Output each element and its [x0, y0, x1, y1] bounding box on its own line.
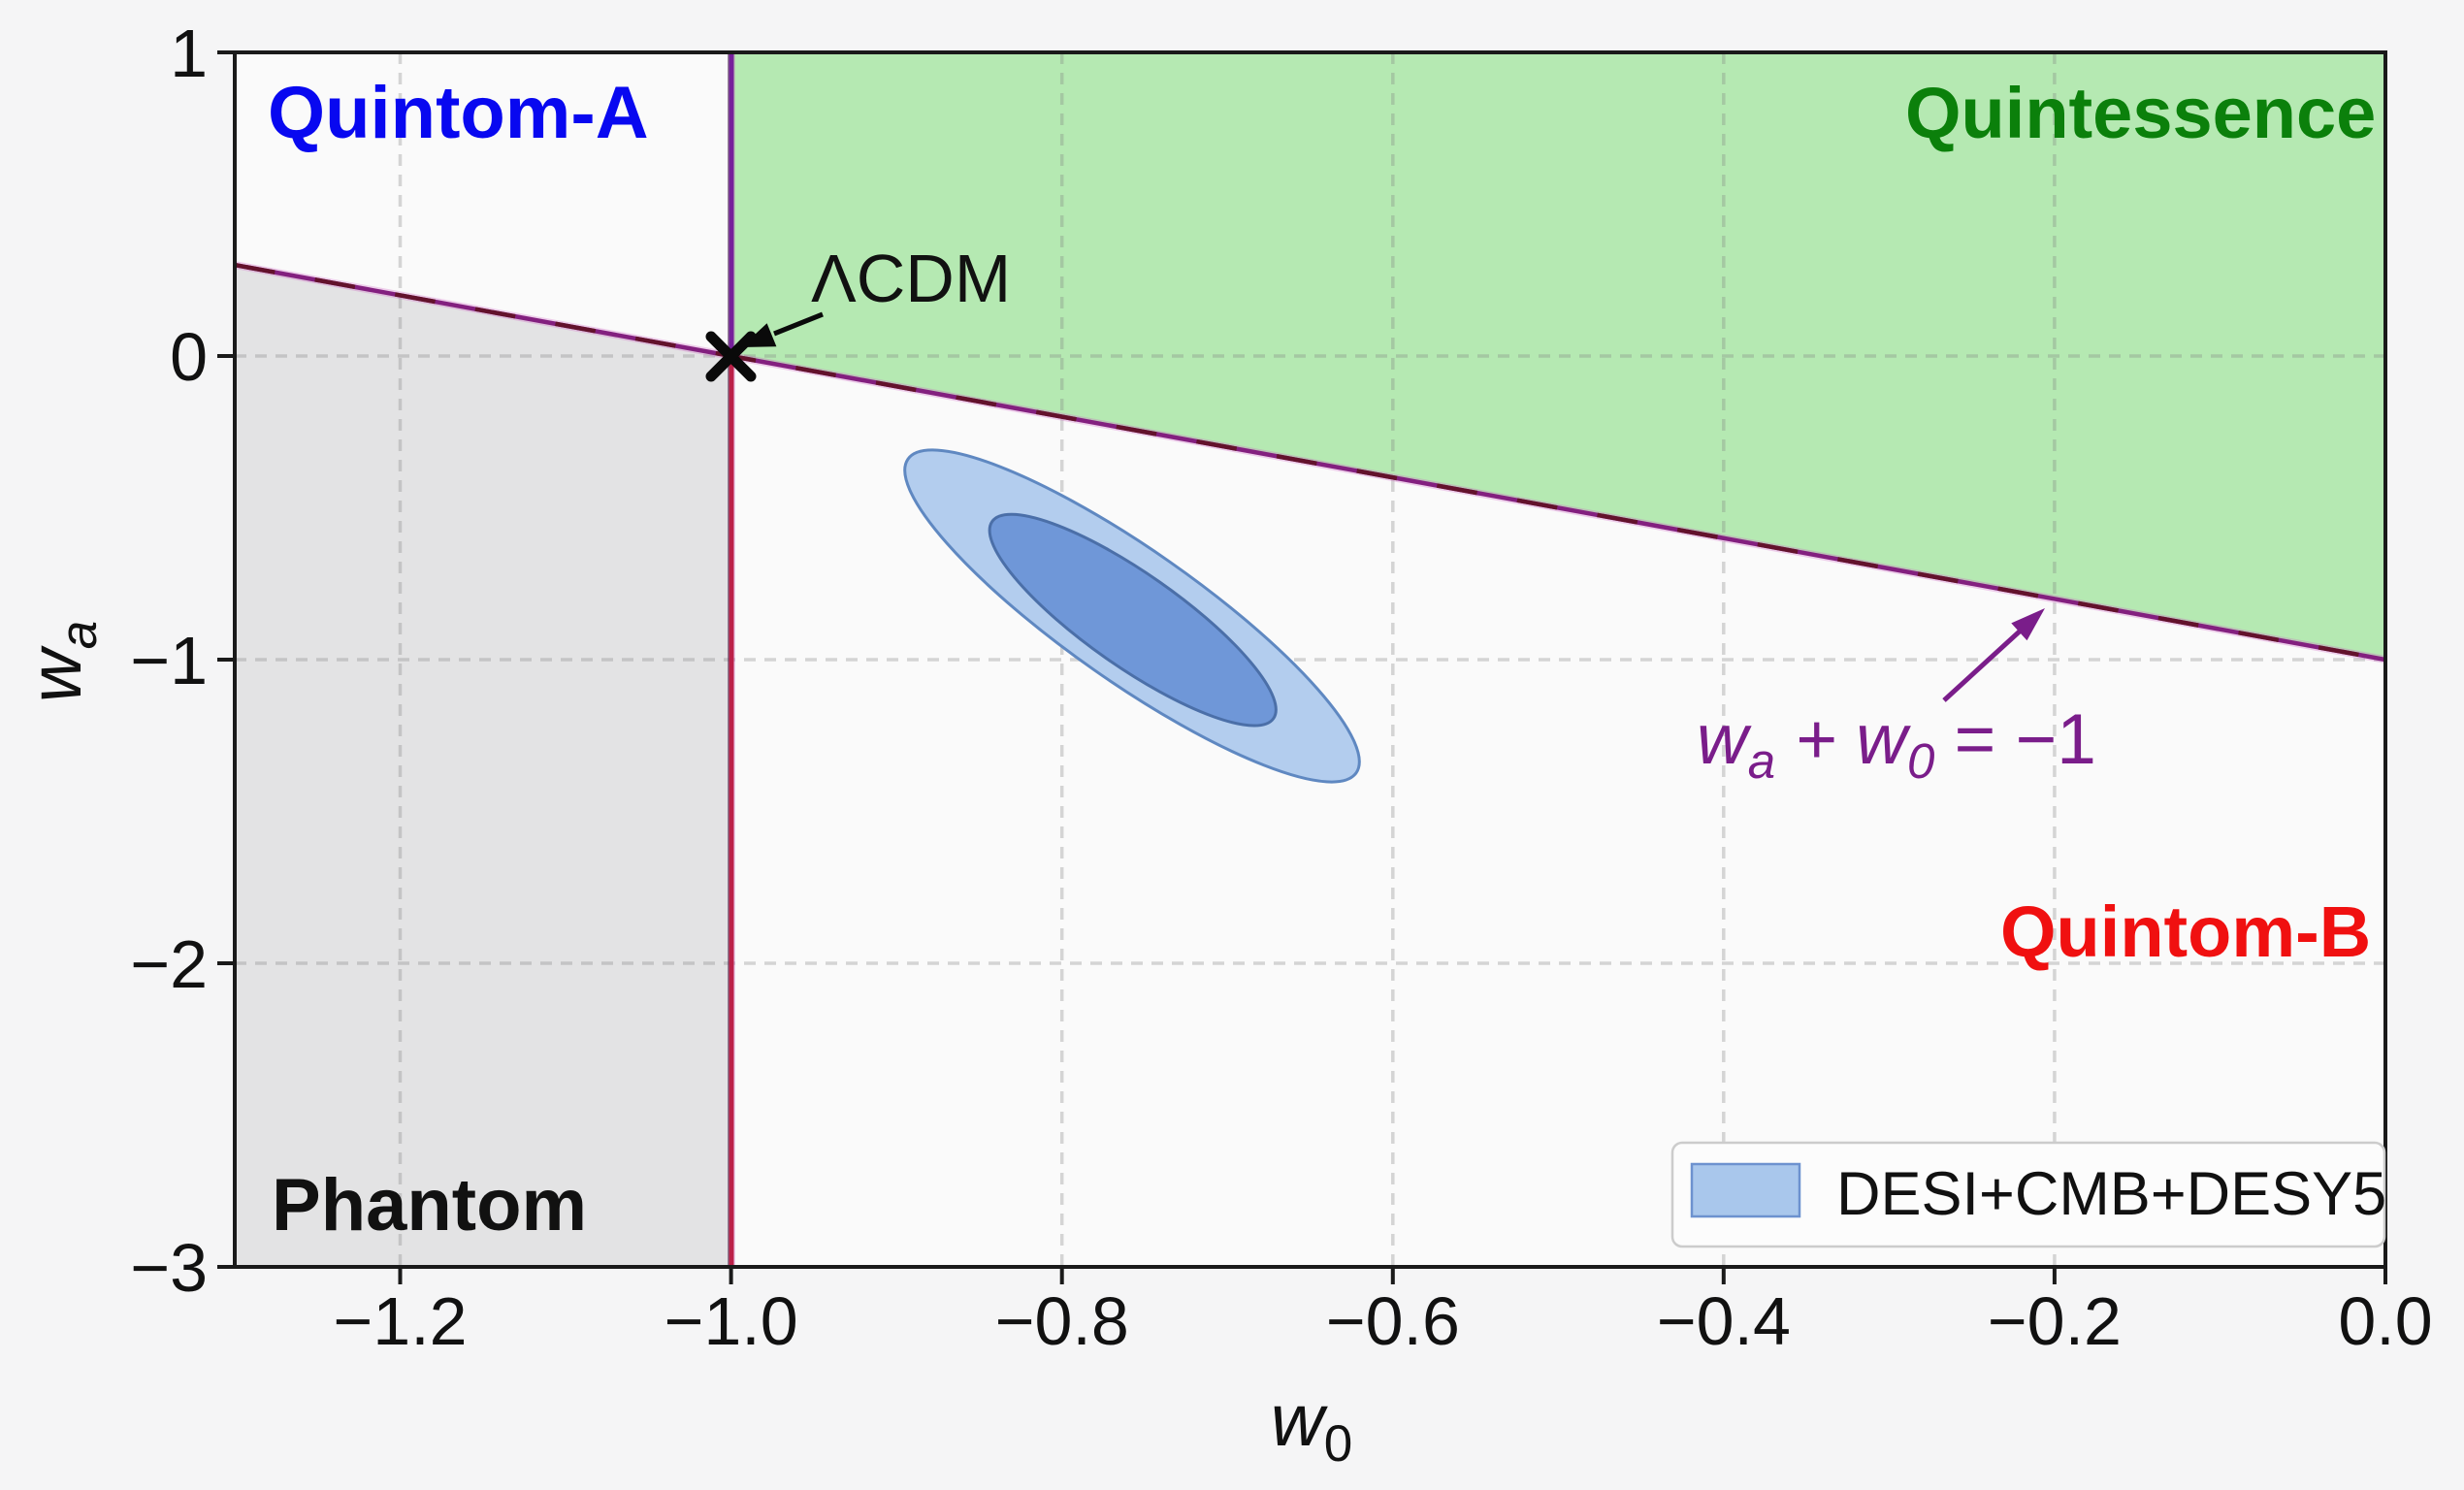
svg-text:−1.2: −1.2	[333, 1283, 467, 1359]
svg-text:−0.4: −0.4	[1657, 1283, 1791, 1359]
svg-text:w0: w0	[1271, 1379, 1352, 1473]
svg-text:−0.8: −0.8	[995, 1283, 1129, 1359]
svg-text:Phantom: Phantom	[272, 1164, 587, 1247]
svg-text:−1: −1	[130, 623, 208, 698]
svg-text:−1.0: −1.0	[664, 1283, 797, 1359]
svg-text:−3: −3	[130, 1230, 208, 1306]
svg-text:Quintessence: Quintessence	[1905, 73, 2376, 153]
svg-text:−0.6: −0.6	[1326, 1283, 1460, 1359]
svg-text:wa + w0 = −1: wa + w0 = −1	[1697, 700, 2096, 789]
svg-text:Quintom-B: Quintom-B	[2000, 891, 2371, 972]
svg-text:Quintom-A: Quintom-A	[268, 72, 649, 154]
svg-text:−0.2: −0.2	[1988, 1283, 2122, 1359]
svg-text:0: 0	[170, 319, 208, 395]
svg-text:0.0: 0.0	[2338, 1283, 2432, 1359]
svg-text:DESI+CMB+DESY5: DESI+CMB+DESY5	[1836, 1160, 2386, 1228]
svg-text:−2: −2	[130, 926, 208, 1002]
svg-text:ΛCDM: ΛCDM	[811, 241, 1011, 316]
svg-text:1: 1	[170, 16, 208, 91]
